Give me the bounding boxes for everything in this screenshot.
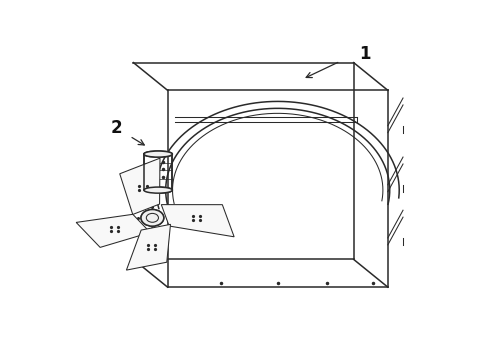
Ellipse shape <box>144 151 172 157</box>
Text: 2: 2 <box>111 119 122 137</box>
Polygon shape <box>120 158 160 215</box>
Circle shape <box>141 210 164 226</box>
Polygon shape <box>76 214 150 247</box>
Ellipse shape <box>144 187 172 193</box>
Polygon shape <box>126 224 171 270</box>
Text: 1: 1 <box>359 45 371 63</box>
Ellipse shape <box>144 151 172 157</box>
Ellipse shape <box>144 187 172 193</box>
Polygon shape <box>161 204 234 237</box>
